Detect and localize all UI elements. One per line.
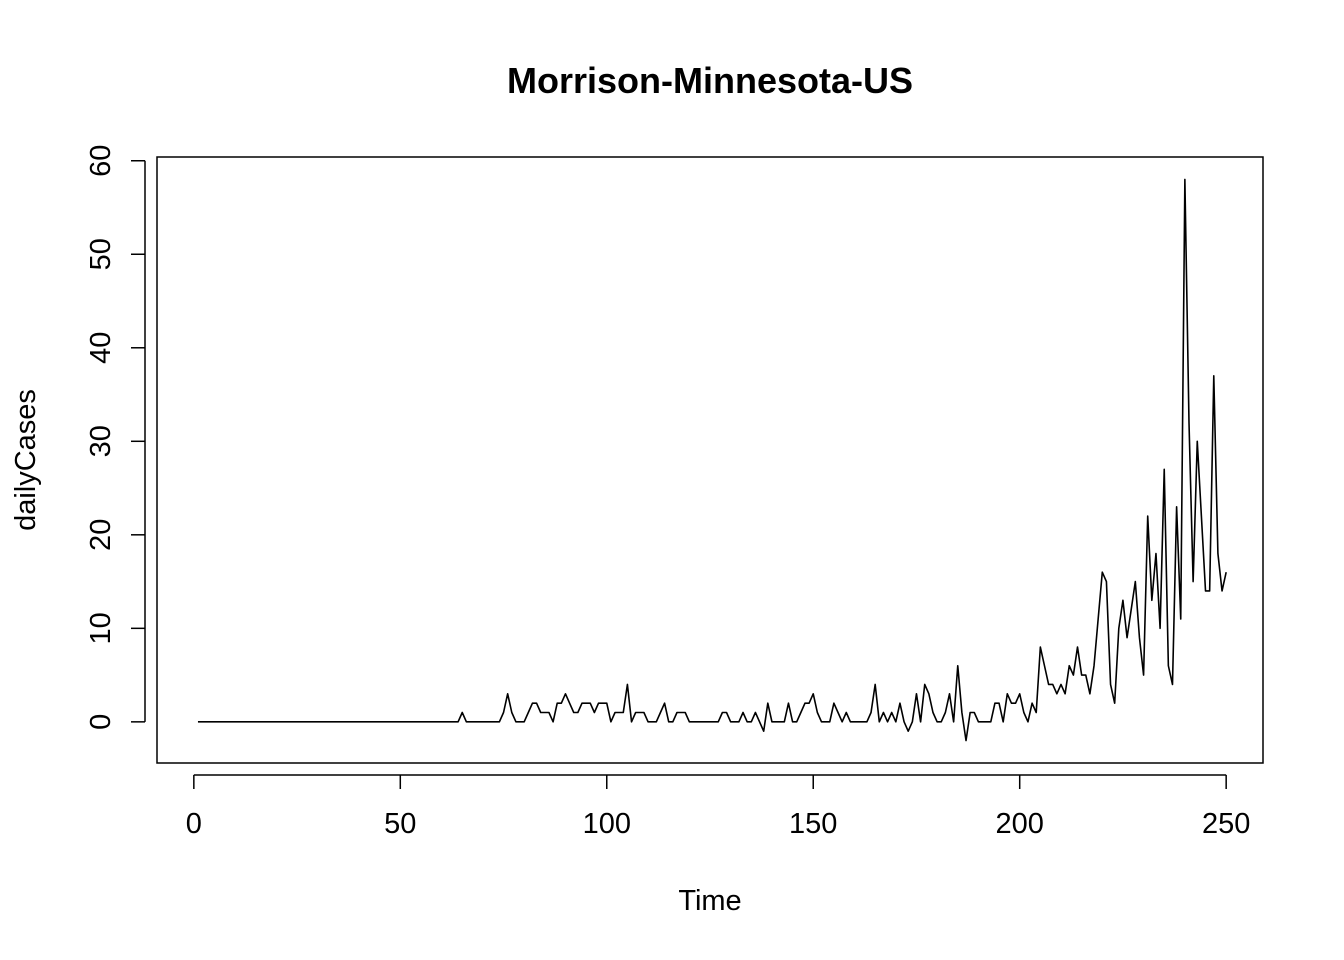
x-tick-label: 150 <box>789 808 837 840</box>
y-tick-label: 50 <box>85 238 117 270</box>
y-axis-label: dailyCases <box>10 389 42 531</box>
y-tick-label: 20 <box>85 519 117 551</box>
x-axis: 0 50 100 150 200 250 <box>186 774 1250 840</box>
chart-title: Morrison-Minnesota-US <box>507 60 913 101</box>
x-axis-label: Time <box>678 885 741 917</box>
y-axis: 0 10 20 30 40 50 60 <box>85 145 146 730</box>
x-tick-label: 100 <box>583 808 631 840</box>
y-tick-label: 10 <box>85 612 117 644</box>
x-tick-label: 50 <box>384 808 416 840</box>
x-tick-label: 0 <box>186 808 202 840</box>
series-line-daily-cases <box>197 178 1227 742</box>
y-tick-label: 30 <box>85 425 117 457</box>
y-tick-label: 60 <box>85 145 117 177</box>
plot-frame <box>156 156 1264 764</box>
x-tick-label: 200 <box>996 808 1044 840</box>
y-tick-label: 40 <box>85 332 117 364</box>
y-tick-label: 0 <box>85 714 117 730</box>
x-tick-label: 250 <box>1202 808 1250 840</box>
